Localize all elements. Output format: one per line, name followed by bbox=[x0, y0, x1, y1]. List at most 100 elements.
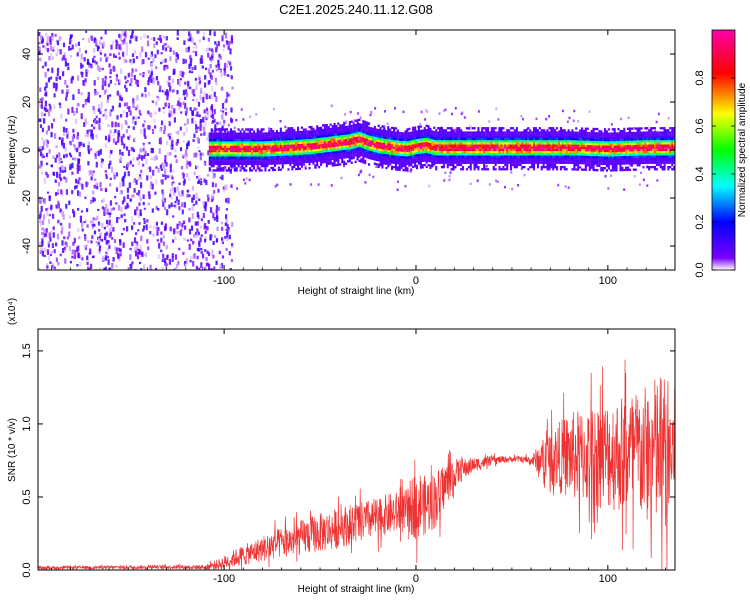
noise-cell bbox=[187, 83, 190, 89]
signal-cell bbox=[481, 161, 484, 164]
noise-cell bbox=[178, 182, 181, 185]
signal-cell bbox=[404, 169, 407, 172]
signal-cell bbox=[391, 126, 394, 130]
signal-cell bbox=[270, 140, 273, 144]
signal-cell bbox=[534, 155, 537, 158]
faint-cell bbox=[510, 171, 513, 174]
signal-cell bbox=[485, 161, 488, 164]
noise-cell bbox=[39, 98, 42, 101]
signal-cell bbox=[247, 154, 250, 157]
signal-cell bbox=[387, 145, 390, 148]
signal-cell bbox=[517, 157, 520, 160]
signal-cell bbox=[220, 145, 223, 148]
noise-cell bbox=[224, 111, 228, 116]
signal-cell bbox=[358, 125, 361, 128]
signal-cell bbox=[404, 156, 407, 159]
noise-cell bbox=[138, 194, 141, 200]
signal-cell bbox=[433, 161, 436, 164]
signal-cell bbox=[341, 143, 344, 146]
signal-cell bbox=[295, 161, 298, 164]
signal-cell bbox=[440, 150, 443, 154]
noise-cell bbox=[52, 155, 55, 159]
noise-cell bbox=[109, 150, 113, 155]
noise-cell bbox=[47, 77, 51, 83]
signal-cell bbox=[479, 157, 482, 160]
signal-cell bbox=[448, 159, 451, 162]
signal-peak-cell bbox=[525, 146, 528, 149]
noise-cell bbox=[229, 268, 232, 270]
signal-cell bbox=[471, 150, 474, 154]
faint-cell bbox=[511, 187, 514, 191]
noise-cell bbox=[134, 247, 137, 251]
noise-cell bbox=[186, 160, 189, 165]
noise-cell bbox=[207, 150, 210, 156]
signal-cell bbox=[287, 129, 290, 132]
signal-cell bbox=[533, 135, 536, 138]
signal-cell bbox=[291, 144, 294, 147]
signal-cell bbox=[287, 135, 290, 139]
noise-cell bbox=[91, 226, 94, 230]
noise-cell bbox=[47, 242, 50, 248]
signal-cell bbox=[325, 132, 328, 135]
signal-cell bbox=[523, 129, 526, 132]
signal-cell bbox=[312, 140, 315, 144]
signal-cell bbox=[345, 132, 348, 135]
signal-cell bbox=[440, 144, 443, 147]
signal-cell bbox=[341, 152, 344, 155]
signal-cell bbox=[274, 153, 277, 156]
signal-cell bbox=[423, 140, 426, 143]
signal-cell bbox=[310, 147, 313, 150]
signal-cell bbox=[385, 132, 388, 135]
signal-cell bbox=[279, 136, 282, 139]
signal-cell bbox=[521, 131, 524, 134]
signal-cell bbox=[502, 159, 505, 162]
noise-cell bbox=[58, 102, 61, 105]
noise-cell bbox=[164, 228, 167, 231]
noise-cell bbox=[131, 118, 134, 124]
signal-cell bbox=[227, 132, 230, 135]
signal-cell bbox=[249, 132, 252, 135]
signal-cell bbox=[508, 142, 511, 145]
signal-cell bbox=[291, 168, 294, 171]
signal-cell bbox=[218, 169, 221, 172]
noise-cell bbox=[66, 62, 70, 67]
signal-cell bbox=[412, 150, 415, 153]
signal-cell bbox=[393, 159, 396, 162]
signal-cell bbox=[239, 136, 242, 140]
signal-cell bbox=[406, 156, 409, 159]
noise-cell bbox=[85, 181, 88, 188]
faint-cell bbox=[523, 173, 526, 177]
noise-cell bbox=[195, 153, 198, 158]
noise-cell bbox=[116, 115, 119, 120]
signal-cell bbox=[216, 143, 219, 146]
signal-cell bbox=[429, 149, 432, 152]
noise-cell bbox=[70, 39, 73, 42]
noise-cell bbox=[115, 172, 119, 177]
signal-cell bbox=[262, 162, 265, 166]
signal-cell bbox=[410, 146, 413, 150]
signal-cell bbox=[320, 152, 323, 156]
signal-cell bbox=[442, 129, 445, 132]
signal-cell bbox=[231, 158, 234, 161]
signal-cell bbox=[243, 145, 246, 148]
noise-cell bbox=[188, 208, 191, 211]
noise-cell bbox=[44, 107, 47, 113]
signal-cell bbox=[343, 154, 346, 157]
signal-cell bbox=[229, 130, 232, 133]
signal-cell bbox=[433, 146, 436, 149]
signal-cell bbox=[260, 154, 263, 157]
signal-cell bbox=[450, 127, 453, 130]
signal-cell bbox=[500, 137, 503, 141]
noise-cell bbox=[212, 255, 215, 259]
noise-cell bbox=[129, 160, 132, 164]
noise-cell bbox=[143, 128, 146, 132]
faint-cell bbox=[633, 175, 636, 178]
signal-cell bbox=[527, 159, 530, 162]
noise-cell bbox=[219, 176, 222, 179]
signal-cell bbox=[534, 142, 537, 145]
signal-cell bbox=[371, 151, 374, 154]
signal-cell bbox=[391, 150, 394, 153]
noise-cell bbox=[123, 38, 126, 42]
signal-cell bbox=[241, 152, 244, 155]
signal-cell bbox=[233, 154, 236, 157]
